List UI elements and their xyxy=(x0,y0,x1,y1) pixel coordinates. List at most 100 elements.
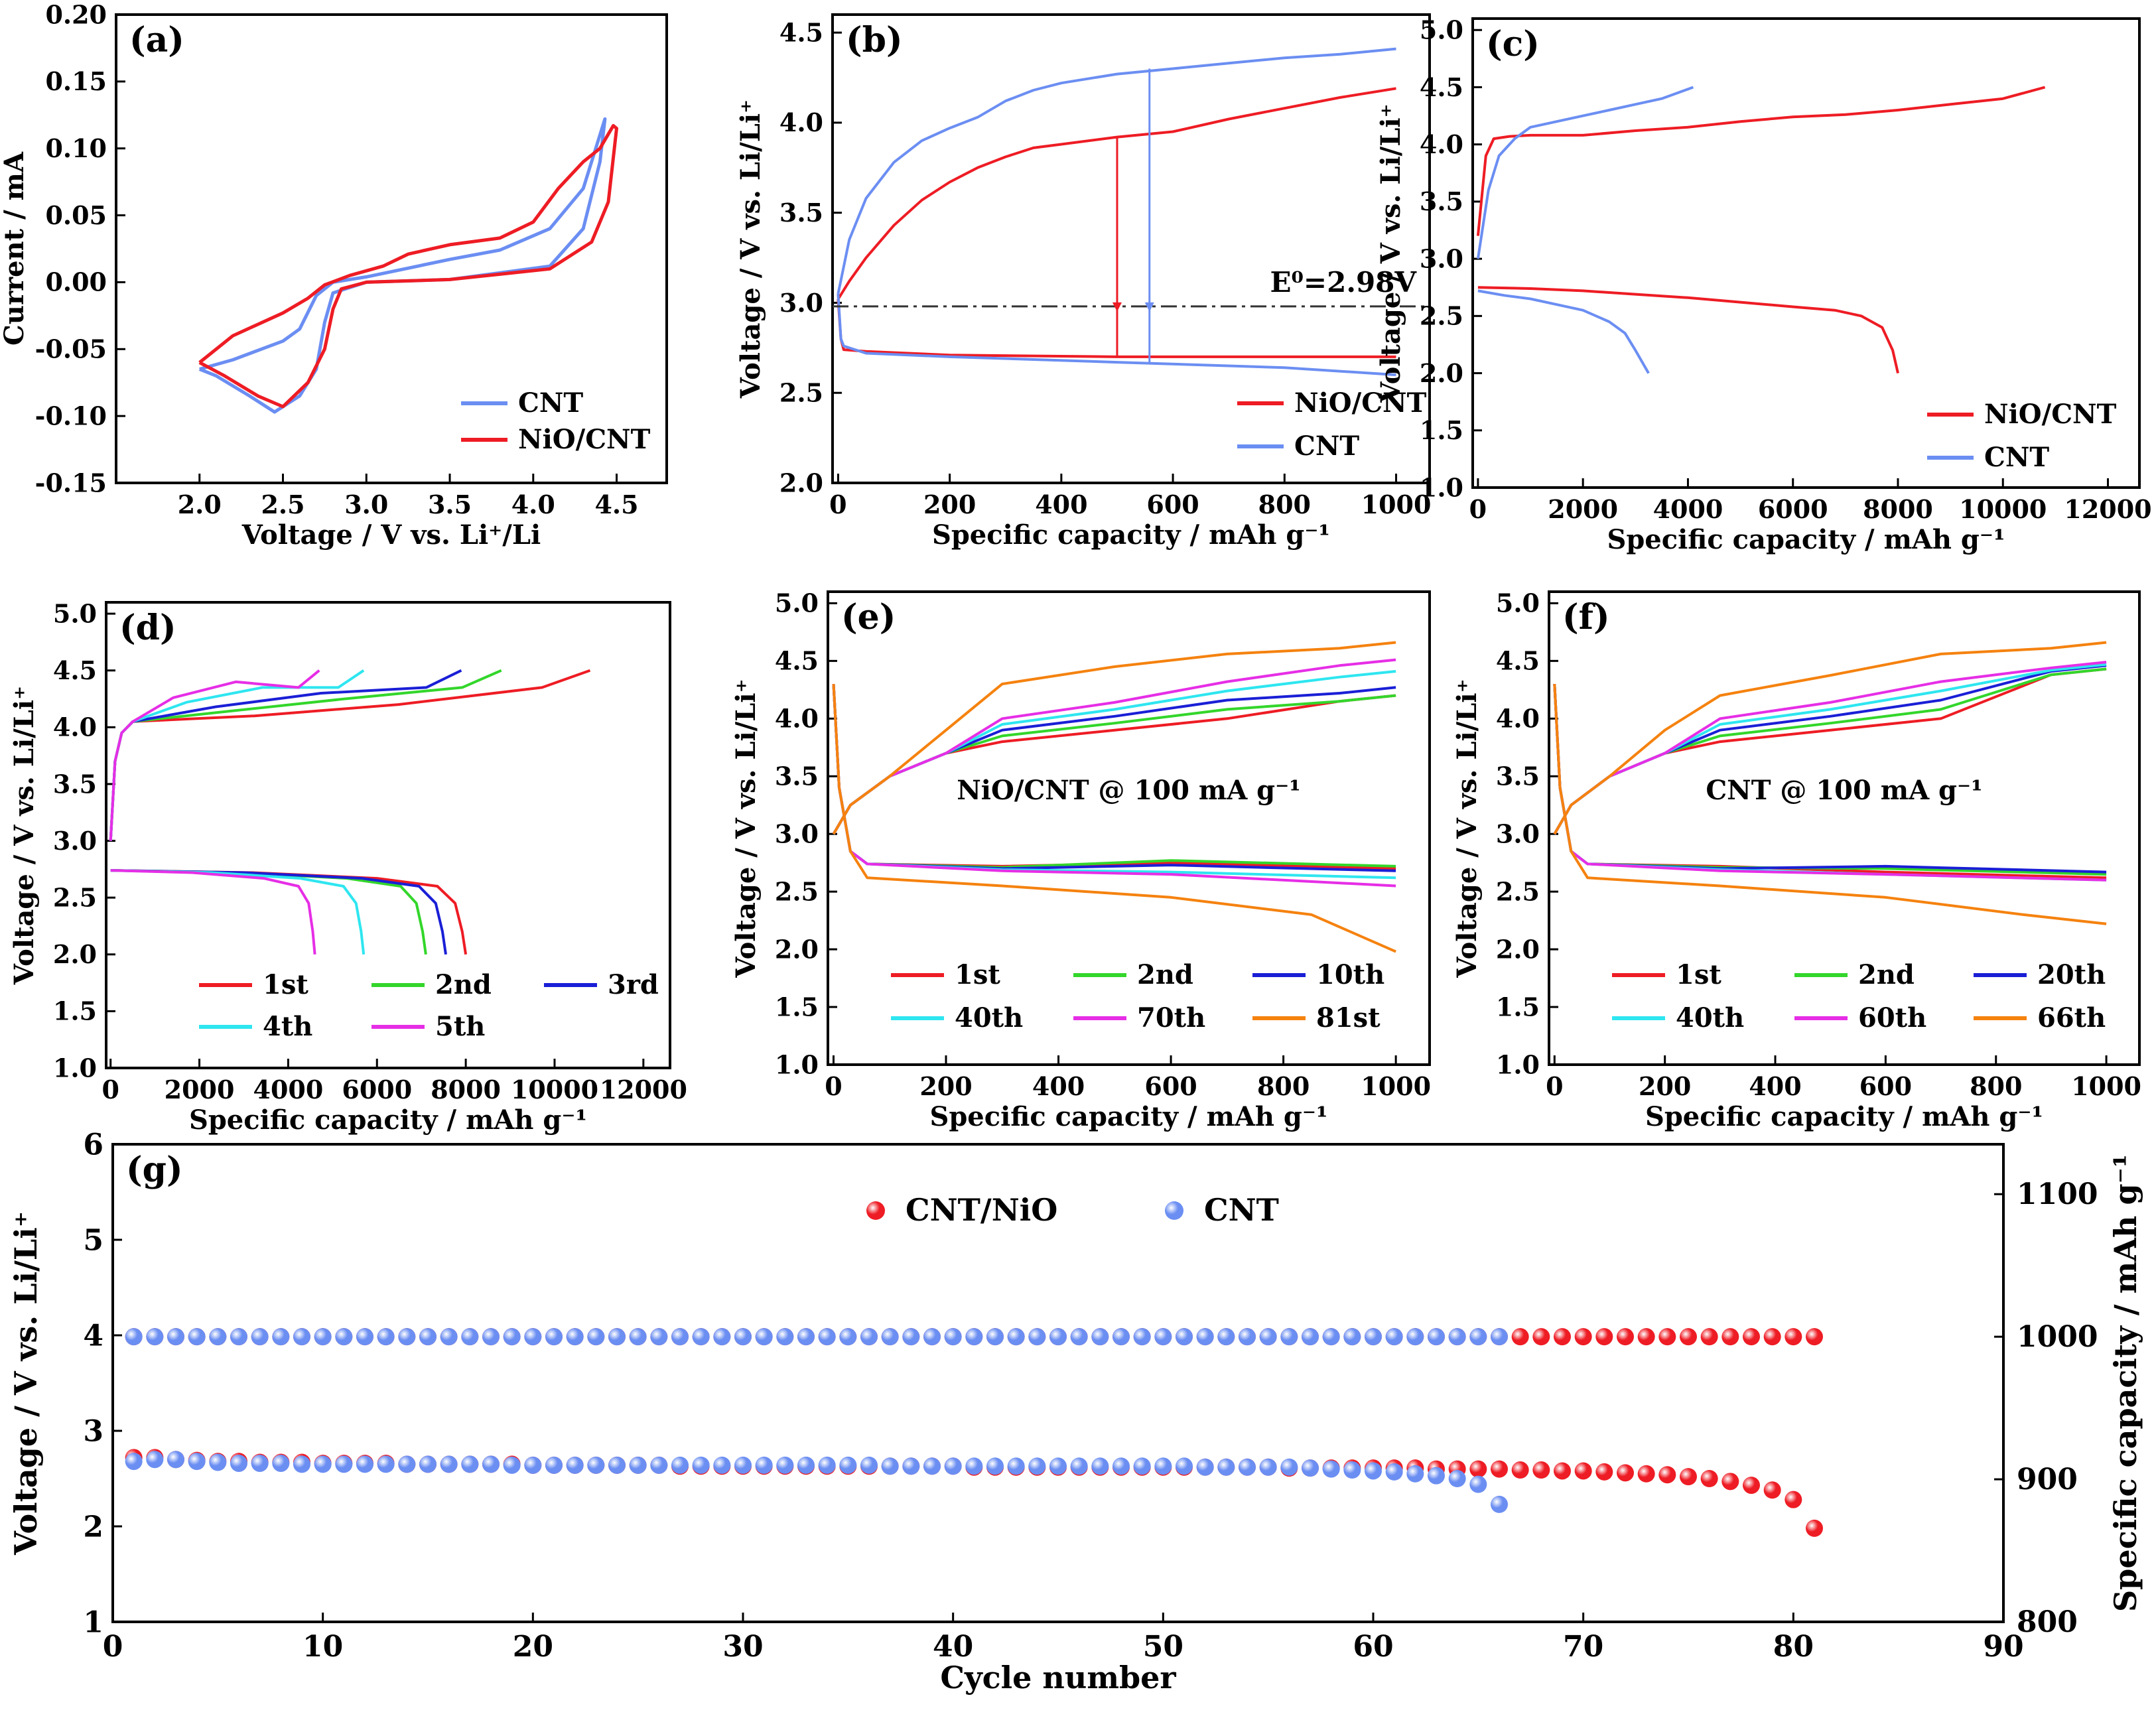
y-tick-label-d: 1.5 xyxy=(53,996,97,1026)
y-axis-label-g: Voltage / V vs. Li/Li⁺ xyxy=(8,1211,44,1556)
capacity-point-cnt xyxy=(671,1328,689,1346)
y-tick-label-e: 3.0 xyxy=(775,819,819,848)
legend-label: CNT xyxy=(1294,431,1359,462)
voltage-point-cnt xyxy=(965,1457,983,1475)
voltage-point-cnt xyxy=(818,1456,836,1474)
voltage-point-cnt xyxy=(797,1456,815,1474)
capacity-point-cnt xyxy=(1154,1328,1172,1346)
x-tick-label-c: 0 xyxy=(1469,494,1487,524)
voltage-point-cnt xyxy=(440,1455,458,1473)
voltage-point-cnt xyxy=(146,1451,164,1469)
y-tick-label-a: 0.10 xyxy=(45,133,107,163)
x-tick-label-f: 400 xyxy=(1749,1071,1801,1101)
capacity-point-cnt xyxy=(125,1328,143,1346)
y-tick-label-f: 2.5 xyxy=(1496,876,1540,906)
capacity-point-cnt xyxy=(1302,1328,1319,1346)
capacity-point-cnt xyxy=(1343,1328,1361,1346)
legend-label: 20th xyxy=(2037,959,2106,990)
voltage-point-cnt xyxy=(1259,1458,1277,1476)
capacity-point-cnt xyxy=(1280,1328,1298,1346)
voltage-point-cnt xyxy=(923,1457,941,1475)
x-tick-label-a: 3.5 xyxy=(428,490,472,519)
y-tick-label-g: 5 xyxy=(83,1223,103,1257)
panel-label-e: (e) xyxy=(841,597,896,637)
voltage-point-cnt-nio xyxy=(1806,1519,1823,1537)
capacity-point-cnt-nio xyxy=(1658,1328,1676,1346)
voltage-point-cnt xyxy=(419,1455,437,1473)
x-axis-label-c: Specific capacity / mAh g⁻¹ xyxy=(1607,524,2005,555)
capacity-point-cnt xyxy=(146,1328,164,1346)
legend-label: 40th xyxy=(955,1002,1023,1033)
voltage-point-cnt xyxy=(1070,1457,1088,1475)
x-tick-label-f: 0 xyxy=(1546,1071,1563,1101)
x-tick-label-a: 3.0 xyxy=(344,490,388,519)
y-axis-label-c: Voltage / V vs. Li/Li⁺ xyxy=(1375,103,1406,403)
legend-marker xyxy=(866,1201,885,1220)
y2-tick-label: 800 xyxy=(2017,1605,2078,1639)
y-tick-label-g: 3 xyxy=(83,1414,103,1448)
voltage-point-cnt-nio xyxy=(1763,1481,1781,1499)
x-axis-label-g: Cycle number xyxy=(940,1660,1176,1695)
panel-label-f: (f) xyxy=(1562,597,1610,637)
capacity-point-cnt xyxy=(1406,1328,1424,1346)
capacity-point-cnt xyxy=(1365,1328,1382,1346)
capacity-point-cnt xyxy=(965,1328,983,1346)
discharge-curve-81st xyxy=(832,683,1396,953)
capacity-point-cnt xyxy=(755,1328,773,1346)
voltage-profile-cnt xyxy=(1476,86,1694,259)
voltage-point-cnt xyxy=(398,1455,416,1473)
x-tick-label-d: 4000 xyxy=(253,1075,324,1104)
capacity-point-cnt xyxy=(881,1328,899,1346)
y-tick-label-f: 2.0 xyxy=(1496,934,1540,964)
x-axis-label-e: Specific capacity / mAh g⁻¹ xyxy=(929,1101,1327,1132)
y-tick-label-c: 4.5 xyxy=(1420,72,1463,102)
panel-label-c: (c) xyxy=(1486,24,1540,64)
voltage-point-cnt xyxy=(1385,1463,1403,1481)
x-tick-label-d: 2000 xyxy=(165,1075,235,1104)
y-axis-label-a: Current / mA xyxy=(0,151,30,346)
legend-label: 70th xyxy=(1137,1002,1205,1033)
y-tick-label-f: 5.0 xyxy=(1496,588,1540,618)
charge-curve-66th xyxy=(1553,641,2107,835)
x-tick-label-f: 800 xyxy=(1970,1071,2022,1101)
voltage-point-cnt xyxy=(1176,1457,1193,1475)
voltage-point-cnt xyxy=(650,1456,668,1474)
voltage-point-cnt xyxy=(1491,1495,1508,1513)
x-tick-label-e: 400 xyxy=(1032,1071,1085,1101)
y-tick-label-b: 4.0 xyxy=(779,107,823,137)
panel-title-f: CNT @ 100 mA g⁻¹ xyxy=(1706,775,1982,806)
x-tick-label-g: 90 xyxy=(1983,1630,2023,1664)
plot-frame-e xyxy=(827,590,1431,1066)
legend-label: CNT xyxy=(518,387,583,419)
panel-label-d: (d) xyxy=(119,608,176,648)
voltage-point-cnt xyxy=(314,1455,332,1473)
x-tick-label-d: 10000 xyxy=(511,1075,598,1104)
legend-label: 10th xyxy=(1316,959,1384,990)
capacity-point-cnt xyxy=(377,1328,395,1346)
y-tick-label-f: 4.5 xyxy=(1496,646,1540,676)
plot-frame-g xyxy=(111,1143,2005,1623)
voltage-profile-nio-cnt xyxy=(837,87,1396,300)
y-tick-label-b: 4.5 xyxy=(779,17,823,47)
voltage-point-cnt xyxy=(692,1456,710,1474)
voltage-point-cnt xyxy=(125,1453,143,1471)
legend-label: 66th xyxy=(2037,1002,2106,1033)
x-tick-label-g: 20 xyxy=(513,1630,553,1664)
capacity-point-cnt xyxy=(860,1328,878,1346)
capacity-point-cnt xyxy=(923,1328,941,1346)
voltage-point-cnt xyxy=(1049,1457,1067,1475)
capacity-point-cnt xyxy=(272,1328,290,1346)
capacity-point-cnt xyxy=(1091,1328,1109,1346)
capacity-point-cnt-nio xyxy=(1700,1328,1718,1346)
voltage-point-cnt xyxy=(230,1454,247,1472)
legend-label: 60th xyxy=(1858,1002,1926,1033)
voltage-point-cnt-nio xyxy=(1554,1462,1571,1480)
x-tick-label-b: 200 xyxy=(923,490,976,519)
voltage-point-cnt xyxy=(629,1456,647,1474)
x-tick-label-c: 10000 xyxy=(1959,494,2047,524)
y-tick-label-f: 1.0 xyxy=(1496,1049,1540,1079)
voltage-point-cnt xyxy=(1239,1458,1256,1476)
y-axis-label-d: Voltage / V vs. Li/Li⁺ xyxy=(9,686,40,985)
y2-tick-label: 1000 xyxy=(2017,1320,2098,1354)
voltage-point-cnt xyxy=(1302,1459,1319,1477)
